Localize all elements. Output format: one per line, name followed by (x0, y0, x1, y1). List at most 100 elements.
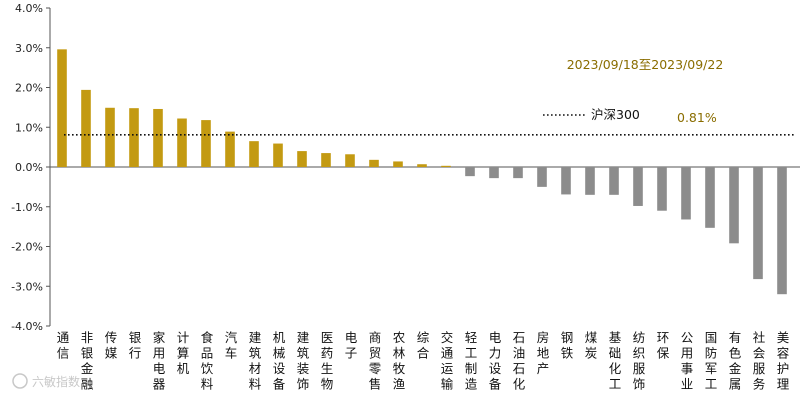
category-label-char: 汽 (225, 330, 238, 345)
y-tick-label: -3.0% (11, 280, 43, 293)
category-label-char: 综 (417, 330, 430, 345)
category-label: 通信 (57, 330, 70, 361)
category-label: 综合 (417, 330, 430, 361)
category-label-char: 机 (177, 361, 190, 376)
category-label-char: 环 (657, 330, 670, 345)
category-label-char: 农 (393, 330, 406, 345)
category-label-char: 工 (465, 346, 478, 361)
category-label-char: 备 (489, 377, 502, 392)
category-label-char: 电 (153, 361, 166, 376)
category-label-char: 美 (777, 330, 790, 345)
category-label-char: 物 (321, 377, 334, 392)
category-label-char: 子 (345, 346, 358, 361)
bar (633, 167, 643, 206)
bar (729, 167, 739, 244)
category-label-char: 金 (729, 361, 742, 376)
category-label: 环保 (657, 330, 670, 361)
category-label-char: 计 (177, 330, 190, 345)
category-label-char: 饰 (297, 377, 310, 392)
category-label-char: 工 (609, 377, 622, 392)
category-label-char: 合 (417, 346, 430, 361)
category-label-char: 运 (441, 361, 454, 376)
bar (321, 153, 331, 167)
category-label-char: 造 (465, 377, 478, 392)
date-range-annotation: 2023/09/18至2023/09/22 (567, 57, 724, 72)
reference-value-label: 0.81% (677, 110, 717, 125)
axis-layer: 4.0% 3.0% 2.0% 1.0% 0.0% -1.0% -2.0% -3.0% -4.0% (11, 2, 800, 333)
category-label-char: 药 (321, 346, 334, 361)
bar (105, 107, 115, 167)
category-label-char: 容 (777, 346, 790, 361)
category-label-char: 非 (81, 330, 94, 345)
category-label-char: 工 (705, 377, 718, 392)
category-label-char: 地 (537, 346, 550, 361)
bar (153, 108, 163, 167)
y-tick-label: 4.0% (15, 2, 43, 15)
category-label-char: 用 (153, 346, 166, 361)
bar (345, 154, 355, 167)
bars-layer (57, 49, 787, 295)
category-label-char: 制 (465, 361, 478, 376)
category-label-char: 金 (81, 361, 94, 376)
category-label-char: 公 (681, 330, 694, 345)
category-label-char: 售 (369, 377, 382, 392)
category-label-char: 融 (81, 377, 94, 392)
bar (585, 167, 595, 195)
bar (609, 167, 619, 195)
category-label-char: 筑 (249, 346, 262, 361)
bar (177, 118, 187, 167)
bar (657, 167, 667, 211)
bar (201, 120, 211, 167)
category-label-char: 料 (249, 377, 262, 392)
category-label-char: 银 (129, 330, 142, 345)
y-tick-label: 3.0% (15, 42, 43, 55)
category-label-char: 钢 (561, 330, 574, 345)
category-label-char: 石 (513, 330, 526, 345)
bar (489, 167, 499, 179)
bar (225, 131, 235, 167)
category-label-char: 服 (753, 361, 766, 376)
category-label-char: 业 (681, 377, 694, 392)
category-label: 传媒 (105, 330, 118, 361)
bar (465, 167, 475, 177)
category-label-char: 食 (201, 330, 214, 345)
category-label-char: 通 (57, 330, 70, 345)
category-label-char: 品 (201, 346, 214, 361)
category-label: 钢铁 (561, 330, 574, 361)
bar (393, 161, 403, 167)
category-label-char: 护 (777, 361, 790, 376)
category-label-char: 生 (321, 361, 334, 376)
bar (681, 167, 691, 220)
category-label-char: 色 (729, 346, 742, 361)
category-label-char: 炭 (585, 346, 598, 361)
category-label-char: 传 (105, 330, 118, 345)
category-label-char: 饰 (633, 377, 646, 392)
category-label: 计算机 (177, 330, 190, 376)
category-label-char: 通 (441, 346, 454, 361)
y-tick-label: -4.0% (11, 320, 43, 333)
category-label-char: 保 (657, 346, 670, 361)
bar (273, 143, 283, 167)
category-label-char: 输 (441, 377, 454, 392)
category-label-char: 国 (705, 330, 718, 345)
category-label-char: 纺 (633, 330, 646, 345)
y-tick-label: 2.0% (15, 82, 43, 95)
category-label-char: 渔 (393, 377, 406, 392)
bar (441, 165, 451, 167)
category-labels: 通信非银金融传媒银行家用电器计算机食品饮料汽车建筑材料机械设备建筑装饰医药生物电… (57, 330, 790, 392)
category-label-char: 林 (393, 346, 406, 361)
category-label-char: 产 (537, 361, 550, 376)
